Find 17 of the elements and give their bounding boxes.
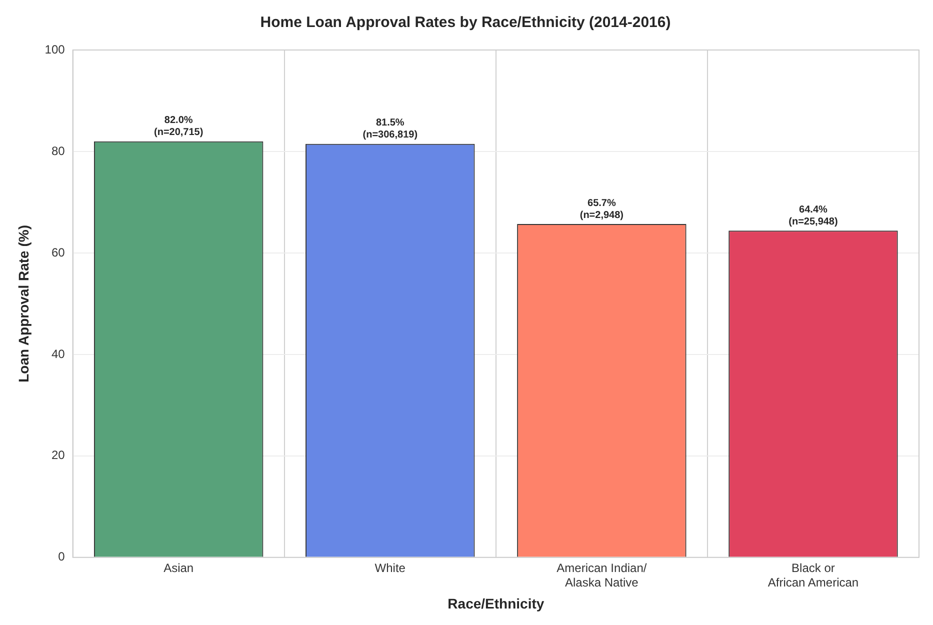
y-tick-label: 60 (51, 245, 66, 260)
y-tick-label: 100 (44, 42, 66, 56)
data-label: 82.0% (n=20,715) (154, 115, 204, 138)
x-axis-title: Race/Ethnicity (448, 595, 544, 612)
x-tick-label: Asian (164, 560, 194, 575)
data-label: 81.5% (n=306,819) (362, 118, 418, 141)
y-tick-label: 0 (58, 550, 66, 564)
y-tick-label: 20 (51, 448, 66, 462)
data-label: 64.4% (n=25,948) (788, 204, 838, 228)
y-tick-label: 80 (51, 144, 66, 158)
y-axis-title: Loan Approval Rate (%) (15, 225, 32, 382)
chart-title: Home Loan Approval Rates by Race/Ethnicity (2014-2016) (260, 14, 671, 32)
x-tick-label: Black or African American (768, 560, 859, 590)
x-tick-label: White (374, 560, 406, 575)
data-label: 65.7% (n=2,948) (580, 198, 624, 221)
x-tick-label: American Indian/ Alaska Native (556, 560, 648, 590)
y-tick-label: 40 (51, 346, 66, 361)
